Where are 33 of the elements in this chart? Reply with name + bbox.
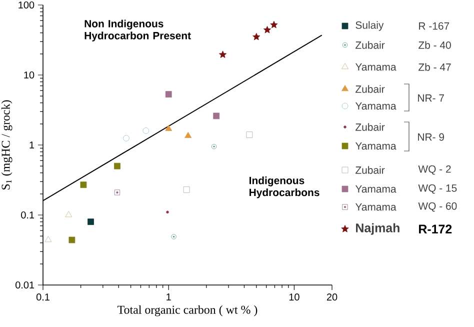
legend-label: Zubair [356,41,385,49]
text: NR- 7 [418,94,444,102]
x-tick-label: 20 [326,293,338,301]
text: R-172 [419,224,452,234]
text: Zb - 47 [418,63,451,71]
text: WQ - 60 [418,202,457,212]
legend-label: Zubair [356,166,385,174]
legend-label: Yamama [355,203,396,211]
legend-label: Yamama [355,63,396,71]
text: R -167 [419,22,450,30]
legend-label: Najmah [356,223,400,235]
annotation: Indigenous Hydrocarbons [250,176,320,198]
x-tick-label: 10 [289,293,300,301]
annotation: Non Indigenous Hydrocarbon Present [84,20,191,42]
text: Zb - 40 [418,41,451,49]
y-tick-label: 10 [24,71,34,79]
y-tick-label: 1 [30,142,34,148]
y-tick-label: 0.01 [16,281,34,289]
legend-label: Yamama [355,185,396,193]
y-axis-title: S$_{1}$ (mgHC / grock) [1,100,12,190]
legend-label: Zubair [356,85,385,93]
legend-label: Yamama [355,142,396,150]
text: NR- 9 [418,133,444,141]
y-tick-label: 100 [18,1,34,9]
legend-label: Yamama [355,102,396,110]
x-tick-label: 0.1 [36,293,50,301]
text: WQ - 2 [418,165,451,175]
legend-label: Sulaiy [356,21,384,31]
legend-label: Zubair [356,123,385,131]
x-tick-label: 1 [166,293,171,300]
text: WQ - 15 [418,184,457,194]
x-axis-title: Total organic carbon ( wt % ) [118,305,258,316]
y-tick-label: 0.1 [21,211,34,219]
